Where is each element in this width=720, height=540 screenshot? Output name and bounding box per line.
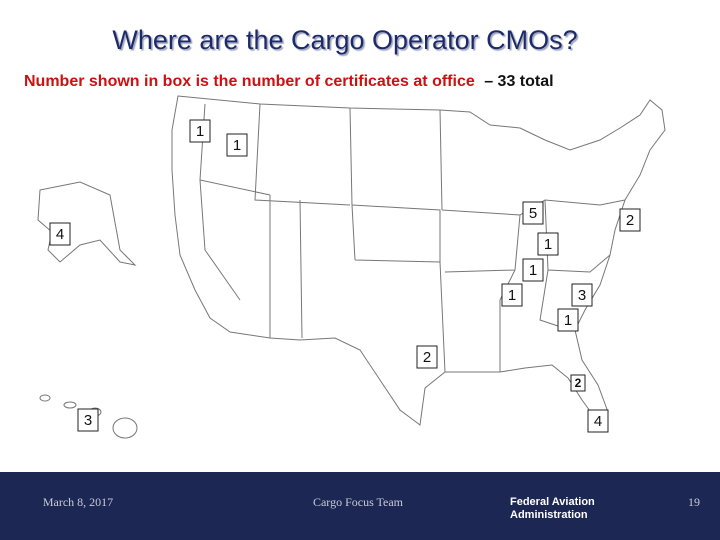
footer-agency: Federal Aviation [510,496,595,508]
continental-us [171,95,666,426]
marker-box [49,222,71,246]
marker-count: 1 [564,312,572,329]
page-number: 19 [688,495,700,509]
footer-date: March 8, 2017 [43,495,113,509]
hawaii-island [39,394,51,402]
marker-box [537,232,559,256]
marker-box [587,409,609,433]
marker-count: 1 [508,287,516,304]
marker-box [416,345,438,369]
subtitle-main: Number shown in box is the number of cer… [24,73,475,90]
subtitle: Number shown in box is the number of cer… [24,73,554,90]
marker-count: 3 [578,287,586,304]
marker-count: 2 [423,349,431,366]
marker-count: 2 [626,212,634,229]
state-lines [199,103,626,373]
marker-box [571,283,593,307]
slide-title: Where are the Cargo Operator CMOs? [112,25,577,55]
marker-count: 1 [529,262,537,279]
marker-count: 4 [594,413,602,430]
marker-count: 1 [544,236,552,253]
marker-box [619,208,641,232]
marker-count: 5 [529,205,537,222]
marker-count: 1 [233,137,241,154]
footer-team: Cargo Focus Team [313,495,404,509]
subtitle-total: – 33 total [484,73,553,90]
marker-count: 1 [196,123,204,140]
marker-box [501,283,523,307]
hawaii-island [63,401,77,409]
hawaii-island [112,417,138,439]
marker-box [226,133,248,157]
footer-bar [0,472,720,540]
marker-count: 2 [575,376,582,390]
footer-agency: Administration [510,509,588,521]
marker-box [557,308,579,332]
marker-box [522,258,544,282]
marker-box [570,374,586,392]
marker-box [77,408,99,432]
marker-box [522,201,544,225]
marker-count: 4 [56,226,64,243]
marker-count: 3 [84,412,92,429]
marker-box [189,119,211,143]
